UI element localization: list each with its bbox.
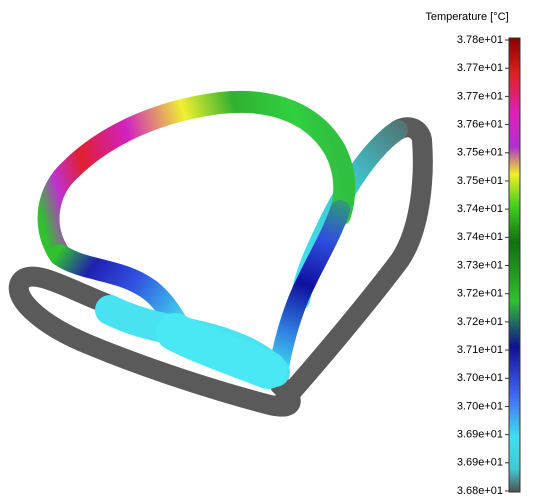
pipe-junction bbox=[175, 332, 268, 370]
colorbar-label: 3.74e+01 bbox=[457, 231, 503, 243]
pipe-segment bbox=[49, 102, 345, 255]
colorbar-label: 3.68e+01 bbox=[457, 485, 503, 497]
colorbar-label: 3.76e+01 bbox=[457, 118, 503, 130]
colorbar-label: 3.77e+01 bbox=[457, 62, 503, 74]
page: Temperature [°C] 3.78e+01 3.77e+01 3.77e+0… bbox=[0, 0, 534, 499]
colorbar-label: 3.69e+01 bbox=[457, 457, 503, 469]
colorbar-label: 3.75e+01 bbox=[457, 147, 503, 159]
colorbar-label: 3.78e+01 bbox=[457, 34, 503, 46]
colorbar-label: 3.69e+01 bbox=[457, 429, 503, 441]
colorbar-label: 3.70e+01 bbox=[457, 400, 503, 412]
colorbar bbox=[509, 38, 520, 492]
colorbar-label: 3.72e+01 bbox=[457, 316, 503, 328]
colorbar-label: 3.72e+01 bbox=[457, 288, 503, 300]
colorbar-title: Temperature [°C] bbox=[425, 11, 508, 23]
render-view: Temperature [°C] 3.78e+01 3.77e+01 3.77e+0… bbox=[0, 0, 534, 499]
colorbar-label: 3.75e+01 bbox=[457, 175, 503, 187]
colorbar-label: 3.70e+01 bbox=[457, 372, 503, 384]
colorbar-label: 3.71e+01 bbox=[457, 344, 503, 356]
colorbar-label: 3.77e+01 bbox=[457, 90, 503, 102]
colorbar-label: 3.74e+01 bbox=[457, 203, 503, 215]
colorbar-label: 3.73e+01 bbox=[457, 259, 503, 271]
colorbar-ticks: 3.78e+01 3.77e+01 3.77e+01 3.76e+01 3.75e+01… bbox=[457, 34, 509, 497]
